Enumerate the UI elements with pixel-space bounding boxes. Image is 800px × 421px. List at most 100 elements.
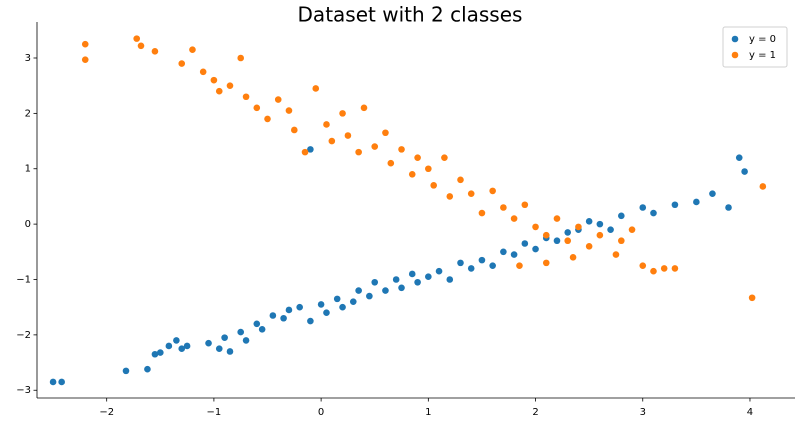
point	[323, 121, 330, 128]
point	[575, 223, 582, 231]
point	[735, 154, 743, 161]
point	[398, 284, 405, 292]
point	[122, 367, 130, 375]
point	[639, 262, 647, 269]
point	[564, 237, 572, 245]
point	[693, 198, 700, 206]
point	[205, 339, 212, 347]
point	[553, 215, 561, 222]
point	[49, 378, 57, 386]
point	[58, 378, 65, 386]
point	[639, 204, 647, 211]
legend-marker	[731, 51, 739, 59]
point	[516, 262, 523, 269]
point	[215, 87, 223, 95]
point	[748, 294, 756, 302]
point	[425, 165, 432, 173]
series	[49, 146, 748, 386]
point	[312, 85, 320, 92]
point	[478, 209, 486, 217]
point	[408, 270, 416, 278]
point	[671, 265, 679, 272]
point	[618, 212, 625, 220]
point	[435, 267, 443, 275]
point	[596, 231, 604, 239]
point	[446, 276, 454, 283]
point	[237, 328, 245, 336]
point	[569, 254, 577, 261]
point	[349, 298, 357, 305]
point	[242, 93, 250, 101]
point	[564, 229, 572, 236]
point	[500, 248, 507, 256]
point	[521, 201, 529, 209]
point	[467, 190, 475, 197]
point	[414, 154, 421, 161]
point	[339, 110, 346, 117]
x-tick-label: 1	[425, 407, 431, 417]
y-tick-label: 0	[25, 219, 31, 230]
point	[467, 265, 475, 272]
point	[183, 342, 191, 350]
point	[650, 267, 657, 275]
point	[285, 107, 293, 114]
point	[137, 42, 145, 50]
point	[371, 143, 379, 150]
point	[510, 215, 518, 222]
point	[178, 60, 186, 67]
point	[333, 295, 341, 303]
point	[339, 303, 346, 311]
point	[382, 129, 389, 137]
point	[253, 320, 261, 328]
legend: y = 0 y = 1	[722, 26, 788, 68]
point	[199, 68, 207, 76]
point	[296, 303, 303, 311]
point	[269, 312, 277, 319]
y-tick-label: 3	[25, 53, 31, 64]
point	[500, 204, 507, 211]
x-tick-label: −1	[207, 407, 222, 417]
point	[510, 251, 518, 258]
y-tick-label: −3	[16, 385, 31, 396]
point	[457, 259, 464, 267]
point	[280, 314, 287, 322]
point	[425, 273, 432, 281]
point	[408, 170, 416, 178]
point	[382, 287, 389, 294]
point	[173, 337, 180, 344]
point	[392, 276, 400, 283]
point	[274, 96, 282, 103]
point	[725, 204, 732, 211]
point	[344, 132, 352, 139]
point	[457, 176, 464, 184]
point	[151, 48, 159, 55]
y-tick-label: −2	[16, 330, 31, 341]
legend-marker	[731, 35, 739, 43]
point	[585, 218, 593, 225]
point	[210, 76, 218, 84]
point	[285, 306, 293, 314]
point	[189, 46, 196, 53]
point	[291, 126, 298, 134]
point	[328, 137, 336, 145]
point	[253, 104, 261, 112]
point	[521, 240, 529, 247]
point	[151, 350, 159, 358]
point	[607, 226, 614, 233]
point	[307, 317, 314, 325]
point	[542, 259, 550, 267]
x-tick-label: 4	[747, 407, 753, 417]
point	[628, 226, 636, 233]
y-tick-label: 1	[25, 164, 31, 175]
point	[660, 265, 668, 272]
point	[612, 251, 620, 258]
x-tick-label: 2	[532, 407, 538, 417]
point	[133, 35, 141, 42]
point	[366, 292, 373, 300]
point	[178, 345, 186, 353]
y-tick-label: −1	[16, 274, 31, 285]
point	[360, 104, 368, 112]
point	[237, 54, 245, 62]
